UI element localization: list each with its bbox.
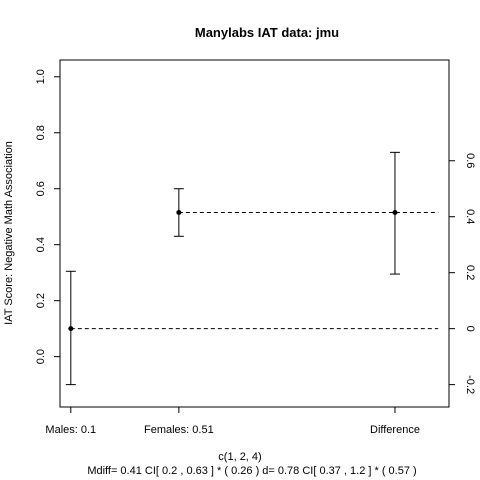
right-y-tick-label: 0 [464,326,476,332]
left-y-tick-label: 0.4 [35,237,47,252]
chart-subtitle: Mdiff= 0.41 CI[ 0.2 , 0.63 ] * ( 0.26 ) … [87,465,416,477]
left-y-axis: 0.0 0.2 0.4 0.6 0.8 1.0 [35,69,60,364]
right-y-tick-label: 0.2 [464,265,476,280]
y-axis-label: IAT Score: Negative Math Association [3,141,15,325]
data-marks [65,151,400,386]
right-y-tick-label: 0.6 [464,153,476,168]
x-axis: Males: 0.1 Females: 0.51 Difference [45,407,420,436]
left-y-tick-label: 1.0 [35,69,47,84]
males-point [68,326,74,332]
right-y-tick-label: -0.2 [464,375,476,394]
left-y-tick-label: 0.0 [35,349,47,364]
x-tick-label: Difference [370,424,420,436]
females-point [176,210,182,216]
left-y-tick-label: 0.8 [35,125,47,140]
x-axis-label: c(1, 2, 4) [218,451,261,463]
x-tick-label: Females: 0.51 [144,424,214,436]
reference-lines [70,212,439,330]
left-y-tick-label: 0.2 [35,293,47,308]
chart-title: Manylabs IAT data: jmu [195,25,339,40]
difference-point [392,210,398,216]
right-y-axis: -0.2 0 0.2 0.4 0.6 [448,153,476,394]
left-y-tick-label: 0.6 [35,181,47,196]
x-tick-label: Males: 0.1 [45,424,96,436]
right-y-tick-label: 0.4 [464,209,476,224]
